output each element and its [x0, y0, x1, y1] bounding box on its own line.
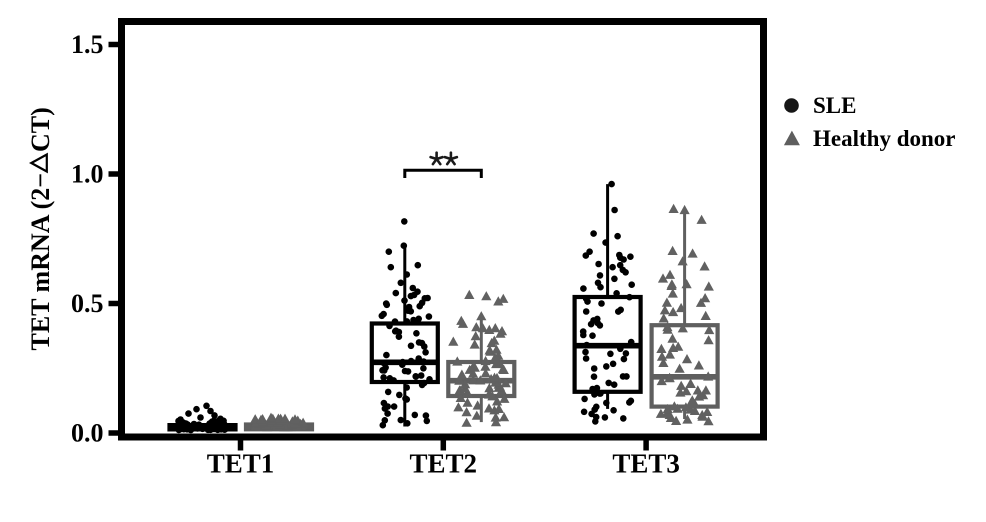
svg-text:CT): CT): [26, 107, 55, 152]
svg-text:TET1: TET1: [207, 449, 275, 479]
svg-text:TET2: TET2: [410, 449, 478, 479]
svg-text:0.5: 0.5: [71, 289, 104, 318]
svg-text:TET3: TET3: [612, 449, 680, 479]
svg-text:Healthy donor: Healthy donor: [813, 126, 955, 151]
svg-text:1.0: 1.0: [71, 160, 104, 189]
svg-text:TET mRNA (2−: TET mRNA (2−: [26, 173, 55, 351]
svg-text:0.0: 0.0: [71, 419, 104, 448]
svg-text:SLE: SLE: [813, 93, 856, 118]
svg-text:1.5: 1.5: [71, 30, 104, 59]
